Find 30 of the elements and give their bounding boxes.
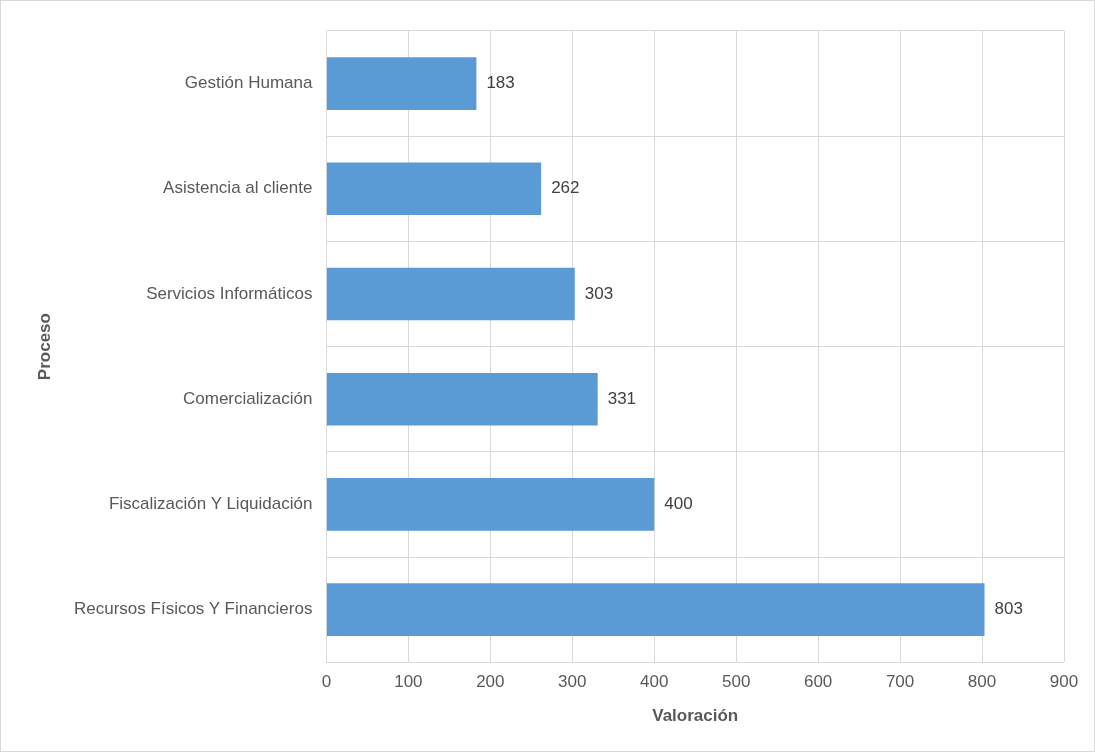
data-label: 303 (584, 283, 614, 303)
x-tick-label: 400 (640, 672, 669, 692)
y-tick-label: Comercialización (182, 388, 313, 408)
y-tick-label: Servicios Informáticos (146, 283, 313, 303)
x-tick-label: 700 (885, 672, 915, 692)
x-tick-label: 800 (967, 672, 997, 692)
data-label: 400 (664, 494, 693, 514)
x-tick-label: 900 (1049, 672, 1079, 692)
bar (326, 478, 655, 531)
x-tick-label: 100 (394, 672, 423, 692)
bar (326, 583, 985, 636)
x-tick-label: 0 (321, 672, 332, 692)
x-tick-label: 500 (722, 672, 751, 692)
data-label: 803 (994, 599, 1023, 619)
y-tick-label: Gestión Humana (184, 73, 313, 93)
bar (326, 162, 542, 216)
bar (326, 372, 598, 426)
bar (326, 267, 575, 321)
data-label: 331 (607, 388, 637, 408)
x-tick-label: 600 (803, 672, 833, 692)
x-tick-label: 300 (558, 672, 587, 692)
y-tick-label: Recursos Físicos Y Financieros (74, 599, 313, 619)
data-label: 262 (551, 178, 580, 198)
x-axis-title: Valoración (652, 706, 739, 726)
y-axis-title: Proceso (34, 313, 54, 381)
x-tick-label: 200 (476, 672, 505, 692)
bar (326, 57, 477, 110)
y-tick-label: Fiscalización Y Liquidación (108, 494, 313, 514)
data-label: 183 (486, 73, 515, 93)
y-tick-label: Asistencia al cliente (163, 178, 313, 198)
